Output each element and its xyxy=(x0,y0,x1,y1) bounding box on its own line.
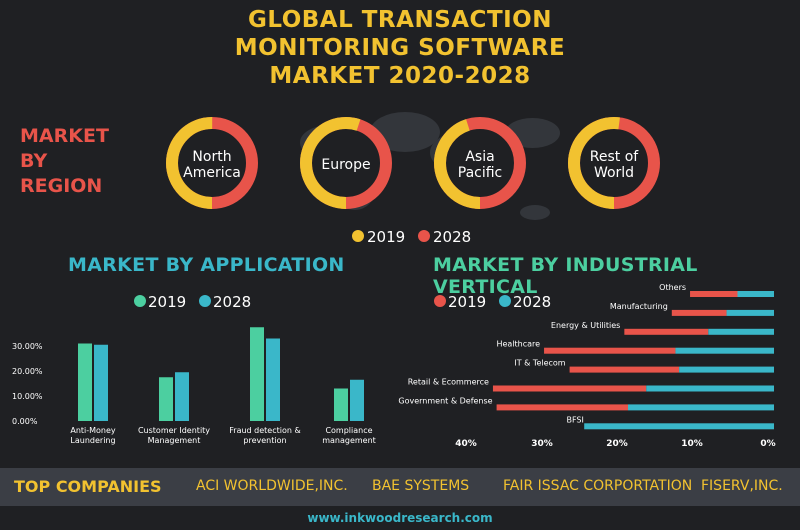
region-label-0-0: North xyxy=(192,149,231,165)
app-bar-2028-3 xyxy=(350,379,364,421)
ind-bar-2028-5 xyxy=(646,385,774,392)
ind-cat-label-2: Energy & Utilities xyxy=(551,321,620,330)
app-ytick-2: 20.00% xyxy=(12,367,43,376)
app-bar-2019-3 xyxy=(334,388,348,421)
website-url[interactable]: www.inkwoodresearch.com xyxy=(307,511,493,525)
region-label-line-3: REGION xyxy=(20,175,103,197)
donut-2019-1 xyxy=(300,117,392,209)
app-ytick-1: 10.00% xyxy=(12,392,43,401)
ind-legend-2019-dot xyxy=(434,295,446,307)
title-line-3: MARKET 2020-2028 xyxy=(269,63,531,89)
ind-cat-label-5: Retail & Ecommerce xyxy=(408,378,489,387)
ind-xtick-0: 40% xyxy=(455,439,477,449)
app-cat-label-3-0: Compliance xyxy=(325,426,372,435)
app-cat-label-2-1: prevention xyxy=(243,436,286,445)
app-bar-2028-0 xyxy=(94,344,108,421)
application-heading: MARKET BY APPLICATION xyxy=(68,254,345,276)
donut-2019-3 xyxy=(568,117,660,209)
ind-bar-2028-2 xyxy=(708,328,774,335)
top-companies-bar: TOP COMPANIES ACI WORLDWIDE,INC. BAE SYS… xyxy=(0,468,800,506)
region-label-3-0: Rest of xyxy=(590,149,640,165)
region-label-line-2: BY xyxy=(20,150,48,172)
region-label-line-1: MARKET xyxy=(20,125,109,147)
company-bae: BAE SYSTEMS xyxy=(372,478,470,494)
app-legend-2028-label: 2028 xyxy=(213,293,251,311)
company-fico: FAIR ISSAC CORPORTATION xyxy=(503,478,693,494)
ind-bar-2019-4 xyxy=(569,366,680,373)
ind-bar-2019-0 xyxy=(690,291,738,297)
ind-bar-2019-1 xyxy=(671,309,727,316)
market-by-region-label: MARKET BY REGION xyxy=(20,124,140,199)
app-bar-2028-2 xyxy=(266,338,280,421)
legend-2028-dot xyxy=(418,230,430,242)
ind-cat-label-1: Manufacturing xyxy=(610,302,668,311)
app-cat-label-2-0: Fraud detection & xyxy=(229,426,300,435)
app-ytick-0: 0.00% xyxy=(12,417,38,426)
app-bar-2028-1 xyxy=(175,372,189,421)
ind-legend-2028-dot xyxy=(499,295,511,307)
region-label-0-1: America xyxy=(183,165,241,181)
map-blob-1 xyxy=(370,112,440,152)
legend-2019-dot xyxy=(352,230,364,242)
ind-bar-2019-5 xyxy=(492,385,647,392)
ind-cat-label-3: Healthcare xyxy=(496,340,540,349)
app-ytick-3: 30.00% xyxy=(12,342,43,351)
company-aci: ACI WORLDWIDE,INC. xyxy=(196,478,348,494)
app-cat-label-3-1: management xyxy=(322,436,376,445)
app-cat-label-0-0: Anti-Money xyxy=(70,426,116,435)
region-label-1-0: Europe xyxy=(321,157,370,173)
ind-bar-2028-4 xyxy=(679,366,774,373)
company-fiserv: FISERV,INC. xyxy=(701,478,783,494)
ind-bar-2028-3 xyxy=(675,347,774,354)
app-cat-label-0-1: Laundering xyxy=(70,436,115,445)
app-legend-2028-dot xyxy=(199,295,211,307)
ind-bar-2019-3 xyxy=(544,347,676,354)
industrial-heading: MARKET BY INDUSTRIAL VERTICAL xyxy=(433,254,698,298)
ind-bar-2019-6 xyxy=(496,404,628,411)
ind-cat-label-4: IT & Telecom xyxy=(514,359,565,368)
ind-bar-2028-0 xyxy=(737,291,774,297)
app-legend-2019-label: 2019 xyxy=(148,293,186,311)
ind-bar-2028-6 xyxy=(628,404,774,411)
legend-2028-label: 2028 xyxy=(433,228,471,246)
ind-xtick-3: 10% xyxy=(681,439,703,449)
app-bar-2019-1 xyxy=(159,377,173,421)
region-label-3-1: World xyxy=(594,165,634,181)
ind-xtick-2: 20% xyxy=(606,439,628,449)
region-label-2-0: Asia xyxy=(465,149,494,165)
ind-cat-label-7: BFSI xyxy=(566,415,583,424)
region-label-2-1: Pacific xyxy=(458,165,503,181)
app-bar-2019-0 xyxy=(78,343,92,421)
donut-2019-2 xyxy=(434,117,526,209)
infographic-title: GLOBAL TRANSACTION MONITORING SOFTWARE M… xyxy=(0,6,800,90)
ind-bar-2028-1 xyxy=(726,309,774,316)
top-companies-title: TOP COMPANIES xyxy=(14,477,162,496)
app-bar-2019-2 xyxy=(250,327,264,421)
ind-cat-label-0: Others xyxy=(659,283,686,292)
donut-2019-0 xyxy=(166,117,258,209)
ind-xtick-1: 30% xyxy=(531,439,553,449)
ind-cat-label-6: Government & Defense xyxy=(398,396,492,405)
title-line-2: MONITORING SOFTWARE xyxy=(234,35,566,61)
legend-2019-label: 2019 xyxy=(367,228,405,246)
title-line-1: GLOBAL TRANSACTION xyxy=(247,7,552,33)
app-legend-2019-dot xyxy=(134,295,146,307)
map-blob-6 xyxy=(520,205,550,220)
ind-bar-2028-7 xyxy=(584,423,774,430)
ind-legend-2019-label: 2019 xyxy=(448,293,486,311)
app-cat-label-1-1: Management xyxy=(148,436,201,445)
ind-xtick-4: 0% xyxy=(760,439,775,449)
ind-legend-2028-label: 2028 xyxy=(513,293,551,311)
app-cat-label-1-0: Customer Identity xyxy=(138,426,210,435)
ind-bar-2019-2 xyxy=(624,328,709,335)
